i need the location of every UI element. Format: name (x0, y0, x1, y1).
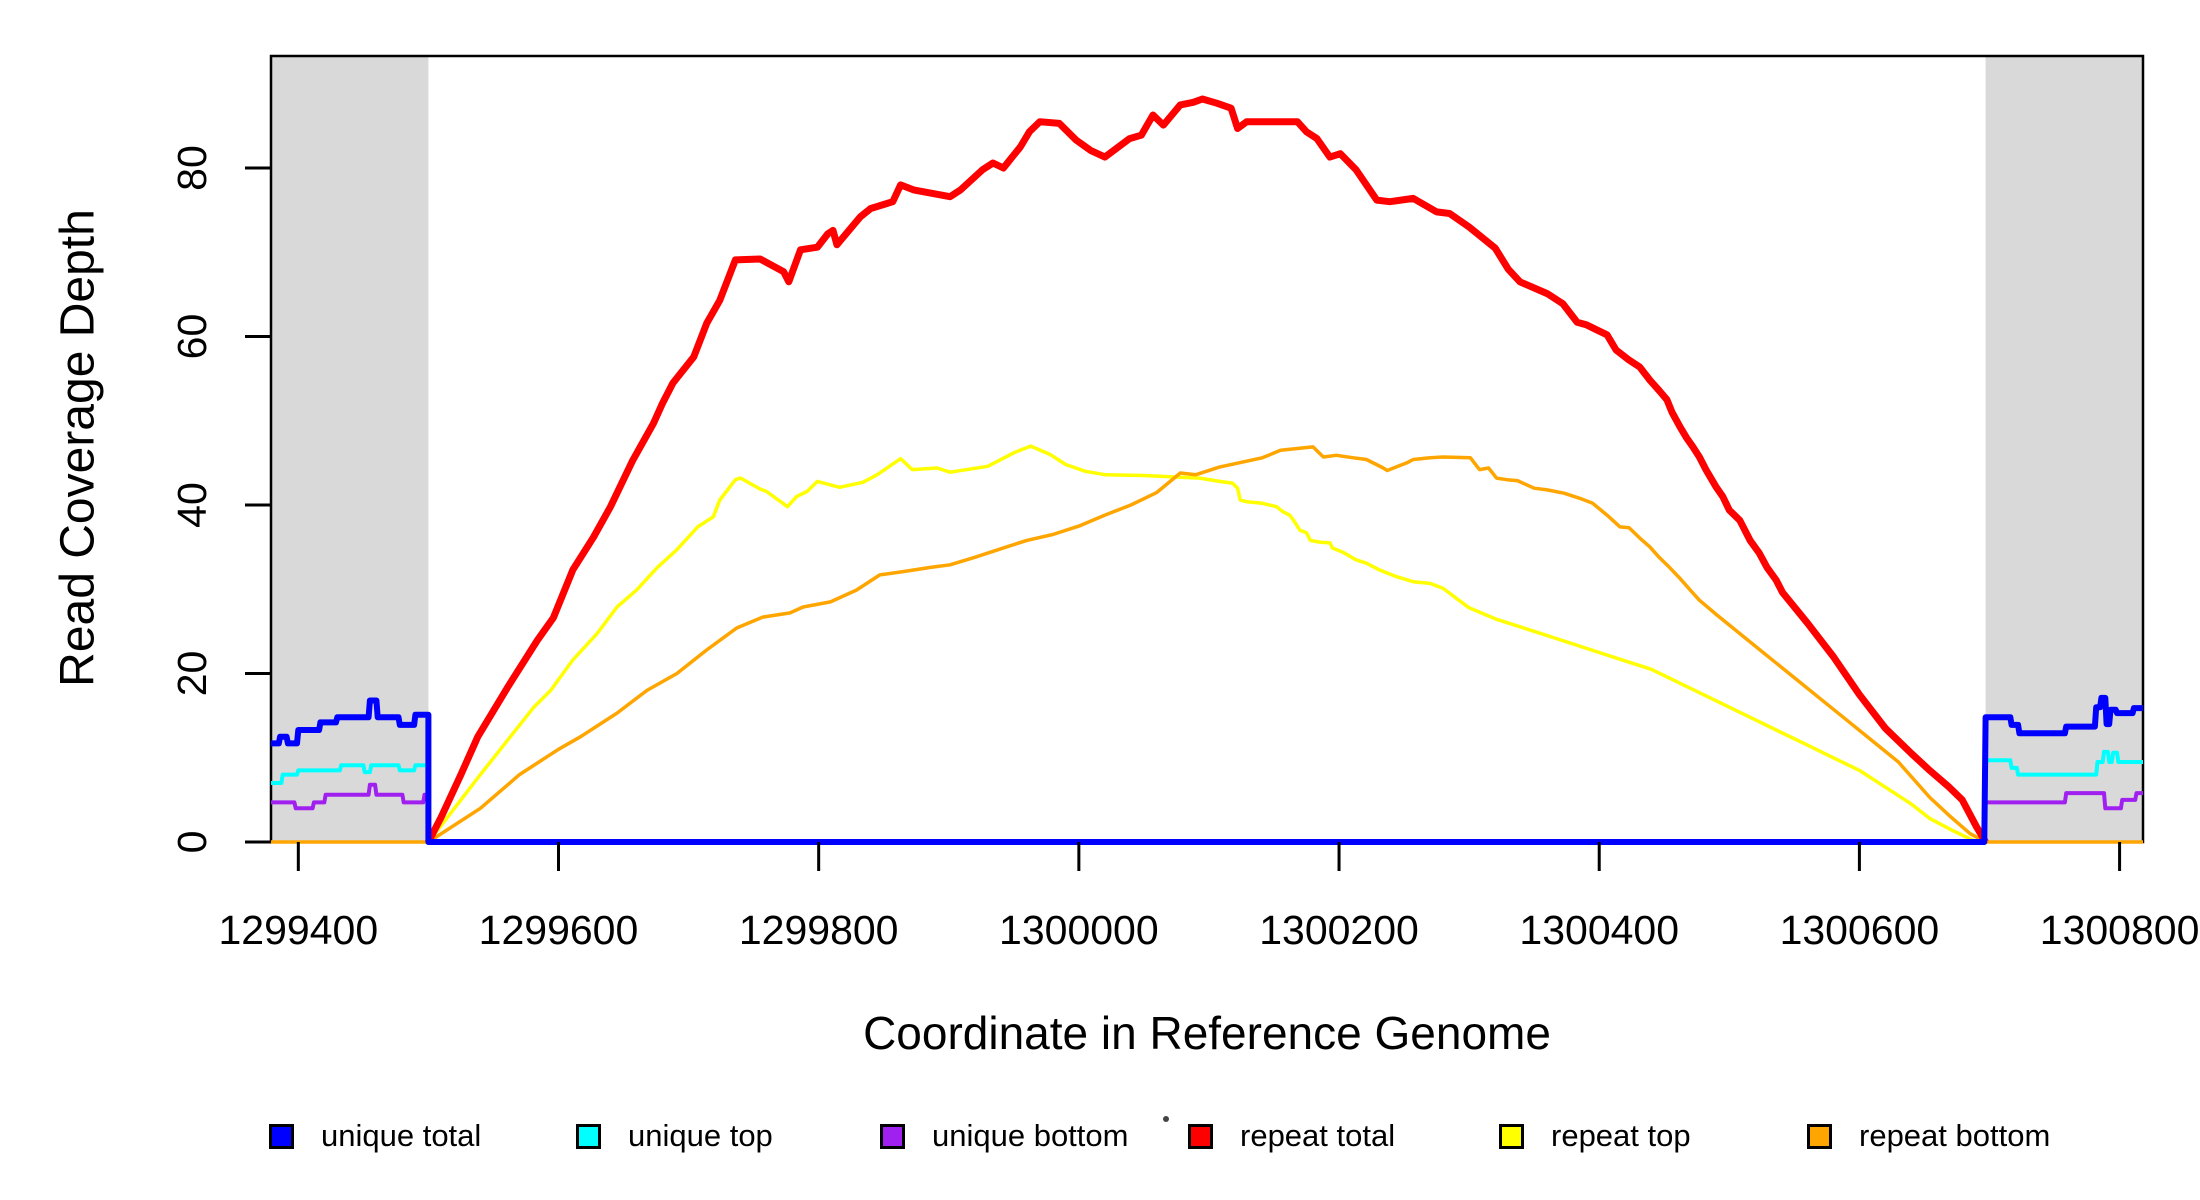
y-tick-label: 80 (169, 145, 215, 191)
x-axis-title: Coordinate in Reference Genome (863, 1007, 1551, 1059)
axis-tick-labels: 1299400 1299600 1299800 1300000 1300200 13004… (169, 145, 2199, 953)
plot-box (269, 54, 2145, 844)
x-tick-label: 1300800 (2040, 907, 2200, 953)
series-repeat-total (425, 95, 1989, 844)
y-axis-title: Read Coverage Depth (51, 209, 105, 687)
series-repeat-top (427, 444, 1978, 844)
shaded-regions (271, 56, 2143, 842)
y-tick-label: 60 (169, 314, 215, 360)
shaded-region (271, 56, 429, 842)
x-tick-label: 1300400 (1519, 907, 1679, 953)
stray-dot (1163, 1116, 1169, 1122)
series-unique-bottom (271, 782, 2143, 844)
axis-ticks (245, 166, 2122, 871)
y-tick-label: 20 (169, 651, 215, 697)
series-unique-top (271, 749, 2143, 844)
x-tick-label: 1299600 (479, 907, 639, 953)
y-tick-label: 0 (169, 831, 215, 854)
x-tick-label: 1300200 (1259, 907, 1419, 953)
x-tick-label: 1299400 (219, 907, 379, 953)
annotations (1163, 1116, 1169, 1122)
x-tick-label: 1299800 (739, 907, 899, 953)
series-lines (271, 95, 2143, 845)
x-tick-label: 1300600 (1780, 907, 1940, 953)
y-tick-label: 40 (169, 482, 215, 528)
x-tick-label: 1300000 (999, 907, 1159, 953)
series-unique-total (271, 694, 2143, 845)
plot-border (269, 54, 2145, 844)
series-repeat-bottom (271, 445, 2143, 844)
